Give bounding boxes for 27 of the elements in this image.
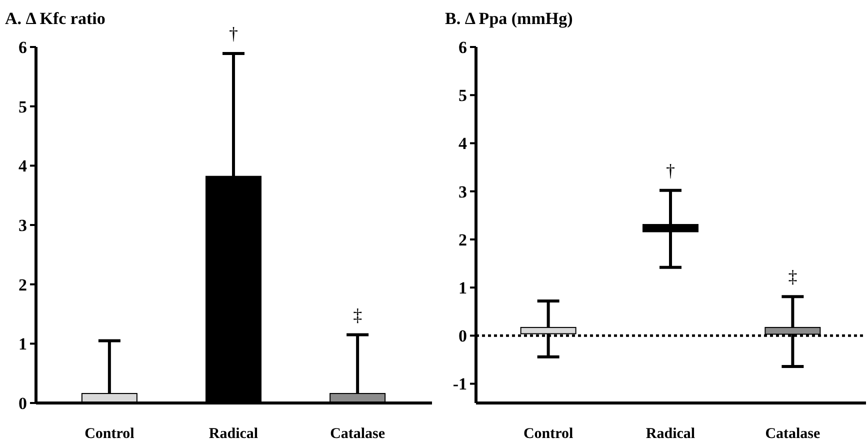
y-tick-label: 1 <box>18 334 27 354</box>
text: † <box>229 24 238 44</box>
x-tick-label: Control <box>84 426 134 442</box>
x-tick-label: Catalase <box>765 426 821 442</box>
y-tick-label: -1 <box>452 374 467 394</box>
y-tick-label: 4 <box>458 134 468 154</box>
y-tick-label: 6 <box>458 38 467 57</box>
x-tick-label: Radical <box>646 426 696 442</box>
y-tick-label: 3 <box>458 182 467 202</box>
annotation: ‡ <box>353 304 362 325</box>
y-tick-label: 5 <box>458 86 467 106</box>
x-tick-label: Radical <box>208 426 258 442</box>
x-tick-label: Catalase <box>330 426 386 442</box>
chart-title: A. Δ Kfc ratio <box>5 9 106 28</box>
y-tick-label: 0 <box>458 326 467 346</box>
y-tick-label: 4 <box>18 156 28 176</box>
y-tick-label: 0 <box>18 394 27 413</box>
chart-title: B. Δ Ppa (mmHg) <box>445 9 573 28</box>
y-tick-label: 1 <box>458 278 467 298</box>
annotation: † <box>666 160 675 180</box>
y-tick-label: 6 <box>18 38 27 57</box>
annotation: ‡ <box>788 266 798 287</box>
y-tick-label: 5 <box>18 97 27 116</box>
y-tick-label: 3 <box>18 216 27 235</box>
y-tick-label: 2 <box>458 230 467 250</box>
x-tick-label: Control <box>523 426 574 442</box>
y-tick-label: 2 <box>18 275 27 294</box>
